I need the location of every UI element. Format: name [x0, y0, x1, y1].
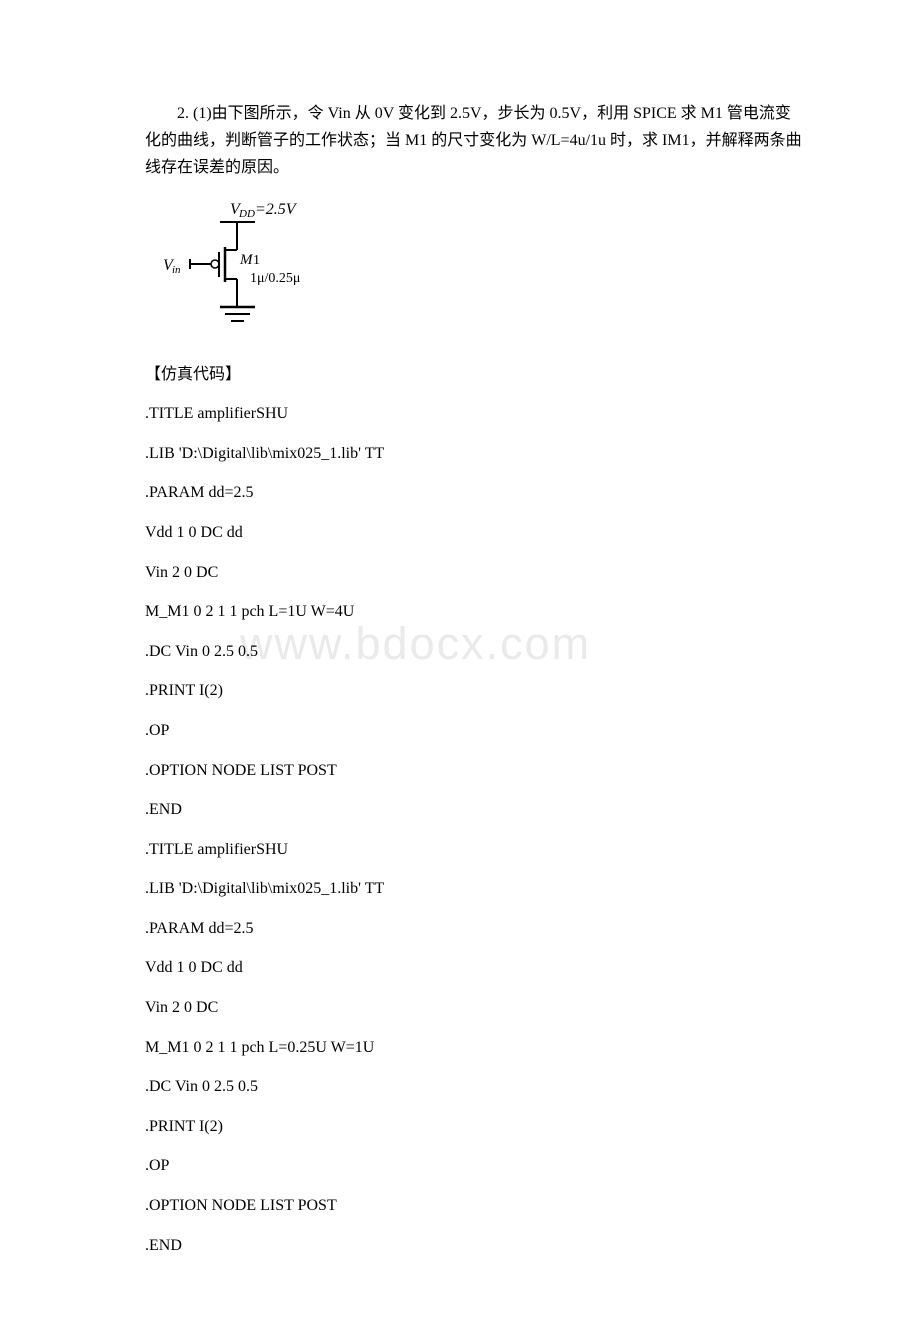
code2-line6: M_M1 0 2 1 1 pch L=0.25U W=1U [145, 1035, 805, 1061]
svg-text:1: 1 [253, 253, 260, 268]
code2-line7: .DC Vin 0 2.5 0.5 [145, 1074, 805, 1100]
code2-line11: .END [145, 1233, 805, 1259]
svg-text:=2.5V: =2.5V [255, 202, 298, 218]
code1-line7: .DC Vin 0 2.5 0.5 [145, 639, 805, 665]
svg-text:in: in [172, 264, 181, 276]
code1-line11: .END [145, 797, 805, 823]
circuit-diagram: V DD =2.5V [155, 202, 805, 342]
code2-line3: .PARAM dd=2.5 [145, 916, 805, 942]
document-page: 2. (1)由下图所示，令 Vin 从 0V 变化到 2.5V，步长为 0.5V… [0, 0, 920, 1332]
problem-statement: 2. (1)由下图所示，令 Vin 从 0V 变化到 2.5V，步长为 0.5V… [145, 100, 805, 182]
code1-line10: .OPTION NODE LIST POST [145, 758, 805, 784]
code1-line5: Vin 2 0 DC [145, 560, 805, 586]
code1-line2: .LIB 'D:\Digital\lib\mix025_1.lib' TT [145, 441, 805, 467]
code1-line4: Vdd 1 0 DC dd [145, 520, 805, 546]
code1-line9: .OP [145, 718, 805, 744]
code2-line10: .OPTION NODE LIST POST [145, 1193, 805, 1219]
svg-text:DD: DD [238, 208, 255, 220]
code1-line8: .PRINT I(2) [145, 678, 805, 704]
section-header: 【仿真代码】 [145, 362, 805, 388]
code2-line4: Vdd 1 0 DC dd [145, 955, 805, 981]
code2-line2: .LIB 'D:\Digital\lib\mix025_1.lib' TT [145, 876, 805, 902]
code2-line1: .TITLE amplifierSHU [145, 837, 805, 863]
code2-line8: .PRINT I(2) [145, 1114, 805, 1140]
code1-line1: .TITLE amplifierSHU [145, 401, 805, 427]
code2-line5: Vin 2 0 DC [145, 995, 805, 1021]
svg-text:1μ/0.25μ: 1μ/0.25μ [250, 271, 300, 286]
code2-line9: .OP [145, 1153, 805, 1179]
code1-line6: M_M1 0 2 1 1 pch L=1U W=4U [145, 599, 805, 625]
code1-line3: .PARAM dd=2.5 [145, 480, 805, 506]
svg-text:M: M [239, 252, 254, 268]
